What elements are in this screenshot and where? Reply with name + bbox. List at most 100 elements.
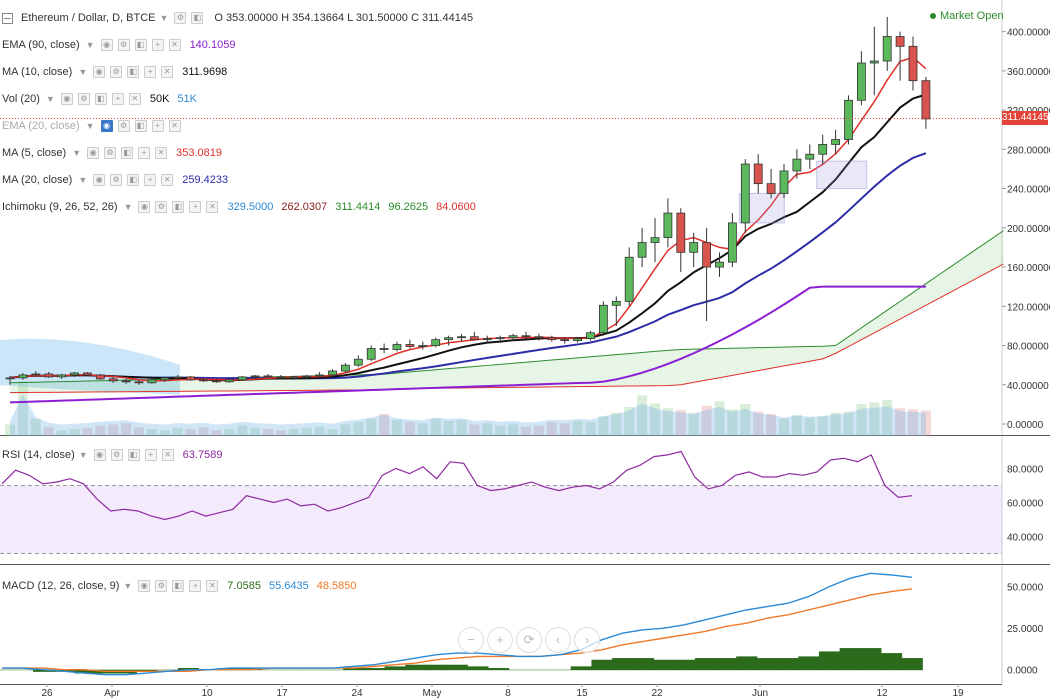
indicator-name[interactable]: EMA (20, close): [2, 120, 80, 132]
add-icon[interactable]: +: [144, 174, 157, 186]
candle[interactable]: [805, 153, 815, 160]
candle[interactable]: [857, 62, 866, 101]
candle[interactable]: [611, 300, 621, 306]
candle[interactable]: [753, 163, 763, 185]
candle[interactable]: [108, 378, 118, 382]
candle[interactable]: [147, 379, 157, 384]
add-icon[interactable]: +: [151, 39, 164, 51]
settings-icon[interactable]: ⚙: [110, 449, 123, 461]
candle[interactable]: [418, 345, 428, 347]
candle[interactable]: [766, 183, 776, 194]
candle[interactable]: [199, 379, 208, 382]
candle[interactable]: [482, 338, 492, 341]
candle[interactable]: [547, 337, 557, 341]
candle[interactable]: [315, 374, 325, 377]
chevron-down-icon[interactable]: ▼: [85, 40, 95, 50]
reset-button[interactable]: ⟳: [516, 627, 542, 653]
add-icon[interactable]: +: [144, 66, 157, 78]
candle[interactable]: [792, 158, 802, 172]
candle[interactable]: [95, 374, 105, 380]
collapse-icon[interactable]: [2, 12, 13, 24]
candle[interactable]: [18, 374, 28, 379]
chevron-down-icon[interactable]: ▼: [159, 13, 169, 23]
candle[interactable]: [715, 261, 724, 268]
candle[interactable]: [457, 336, 466, 339]
candle[interactable]: [586, 332, 595, 340]
close-icon[interactable]: ✕: [128, 93, 141, 105]
eye-icon[interactable]: ◉: [100, 39, 113, 51]
candle[interactable]: [5, 377, 15, 380]
indicator-name[interactable]: MA (10, close): [2, 66, 73, 78]
candle[interactable]: [702, 242, 711, 268]
candle[interactable]: [469, 336, 479, 341]
candle[interactable]: [70, 372, 79, 376]
settings-icon[interactable]: ⚙: [174, 12, 187, 24]
candle[interactable]: [302, 375, 312, 378]
eye-icon[interactable]: ◉: [138, 201, 151, 213]
candle[interactable]: [599, 304, 608, 334]
candle[interactable]: [689, 242, 699, 253]
candle[interactable]: [431, 339, 441, 346]
format-icon[interactable]: ◧: [134, 120, 147, 132]
add-icon[interactable]: +: [189, 580, 202, 592]
candle[interactable]: [921, 80, 931, 120]
settings-icon[interactable]: ⚙: [155, 580, 168, 592]
format-icon[interactable]: ◧: [121, 147, 134, 159]
chevron-down-icon[interactable]: ▼: [85, 121, 95, 131]
candle[interactable]: [186, 376, 196, 381]
settings-icon[interactable]: ⚙: [117, 120, 130, 132]
eye-icon[interactable]: ◉: [138, 580, 151, 592]
settings-icon[interactable]: ⚙: [155, 201, 168, 213]
candle[interactable]: [57, 374, 66, 378]
format-icon[interactable]: ◧: [127, 66, 140, 78]
candle[interactable]: [624, 256, 634, 302]
candle[interactable]: [740, 163, 750, 224]
candle[interactable]: [844, 99, 853, 140]
format-icon[interactable]: ◧: [191, 12, 204, 24]
indicator-name[interactable]: Vol (20): [2, 93, 40, 105]
scroll-left-button[interactable]: ‹: [545, 627, 571, 653]
candle[interactable]: [340, 364, 350, 372]
candle[interactable]: [676, 212, 686, 253]
rsi-chart[interactable]: 80.0000 60.0000 40.0000: [0, 437, 1050, 565]
format-icon[interactable]: ◧: [172, 580, 185, 592]
candle[interactable]: [353, 358, 363, 366]
candle[interactable]: [895, 36, 905, 47]
settings-icon[interactable]: ⚙: [104, 147, 117, 159]
candle[interactable]: [276, 376, 286, 379]
candle[interactable]: [831, 139, 840, 145]
add-icon[interactable]: +: [151, 120, 164, 132]
candle[interactable]: [83, 372, 92, 376]
rsi-name[interactable]: RSI (14, close): [2, 449, 75, 461]
indicator-name[interactable]: MA (5, close): [2, 147, 67, 159]
close-icon[interactable]: ✕: [168, 39, 181, 51]
close-icon[interactable]: ✕: [161, 449, 174, 461]
candle[interactable]: [637, 242, 647, 258]
close-icon[interactable]: ✕: [206, 201, 219, 213]
settings-icon[interactable]: ⚙: [77, 93, 90, 105]
time-axis[interactable]: 26 Apr 10 17 24 May 8 15 22 Jun 12 19: [0, 684, 1050, 700]
close-icon[interactable]: ✕: [161, 66, 174, 78]
symbol-title[interactable]: Ethereum / Dollar, D, BTCE: [21, 12, 156, 24]
eye-icon[interactable]: ◉: [93, 66, 106, 78]
candle[interactable]: [366, 348, 376, 360]
candle[interactable]: [521, 335, 531, 338]
candle[interactable]: [573, 338, 582, 342]
close-icon[interactable]: ✕: [161, 174, 174, 186]
price-chart[interactable]: 400.00000360.00000320.00000280.00000240.…: [0, 0, 1050, 436]
zoom-in-button[interactable]: +: [487, 627, 513, 653]
close-icon[interactable]: ✕: [206, 580, 219, 592]
candle[interactable]: [663, 212, 673, 239]
candle[interactable]: [882, 36, 892, 62]
candle[interactable]: [405, 344, 415, 347]
candle[interactable]: [237, 376, 247, 381]
indicator-name[interactable]: Ichimoku (9, 26, 52, 26): [2, 201, 118, 213]
candle[interactable]: [392, 344, 402, 350]
range-box[interactable]: [816, 160, 868, 190]
candle[interactable]: [908, 45, 918, 82]
candle[interactable]: [31, 373, 41, 376]
chevron-down-icon[interactable]: ▼: [45, 94, 55, 104]
candle[interactable]: [495, 337, 505, 340]
candle[interactable]: [650, 237, 660, 243]
candle[interactable]: [289, 376, 299, 379]
